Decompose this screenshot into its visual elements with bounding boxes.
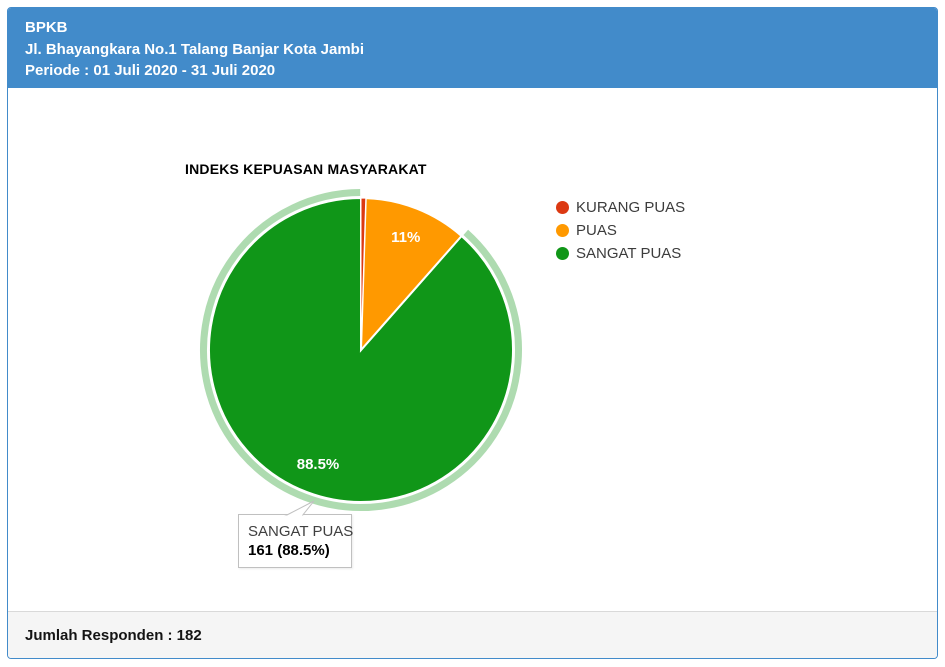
report-panel: BPKB Jl. Bhayangkara No.1 Talang Banjar …: [7, 7, 938, 659]
pie-chart: 11% 88.5%: [200, 189, 522, 511]
tooltip-category: SANGAT PUAS: [248, 523, 354, 540]
slice-label: 88.5%: [297, 456, 340, 473]
legend-marker-icon: [556, 201, 569, 214]
tooltip-value: 161 (88.5%): [248, 542, 330, 559]
tooltip-callout-arrow: [284, 500, 315, 517]
report-footer: Jumlah Responden : 182: [8, 611, 937, 658]
report-header: BPKB Jl. Bhayangkara No.1 Talang Banjar …: [8, 8, 937, 88]
highlight-ring: [200, 189, 522, 511]
legend-item-label: PUAS: [576, 222, 617, 239]
chart-title: INDEKS KEPUASAN MASYARAKAT: [185, 161, 427, 177]
legend-item-label: SANGAT PUAS: [576, 245, 682, 262]
legend-marker-icon: [556, 224, 569, 237]
office-name: BPKB: [25, 19, 68, 36]
legend-marker-icon: [556, 247, 569, 260]
pie-slice-puas[interactable]: [359, 197, 463, 353]
legend-item-puas[interactable]: PUAS: [556, 219, 685, 242]
office-address: Jl. Bhayangkara No.1 Talang Banjar Kota …: [25, 40, 364, 58]
legend-item-sangat-puas[interactable]: SANGAT PUAS: [556, 242, 685, 265]
chart-tooltip: SANGAT PUAS 161 (88.5%): [238, 514, 354, 568]
legend-item-label: KURANG PUAS: [576, 199, 686, 216]
report-period: Periode : 01 Juli 2020 - 31 Juli 2020: [25, 62, 276, 79]
legend-item-kurang-puas[interactable]: KURANG PUAS: [556, 196, 685, 219]
chart-area: INDEKS KEPUASAN MASYARAKAT 11% 88.5% KURA…: [8, 88, 937, 611]
slice-label: 11%: [391, 229, 420, 246]
chart-legend: KURANG PUAS PUAS SANGAT PUAS: [556, 196, 685, 265]
pie-slice-kurang-puas[interactable]: [360, 197, 367, 351]
respondent-count: Jumlah Responden : 182: [25, 626, 202, 644]
